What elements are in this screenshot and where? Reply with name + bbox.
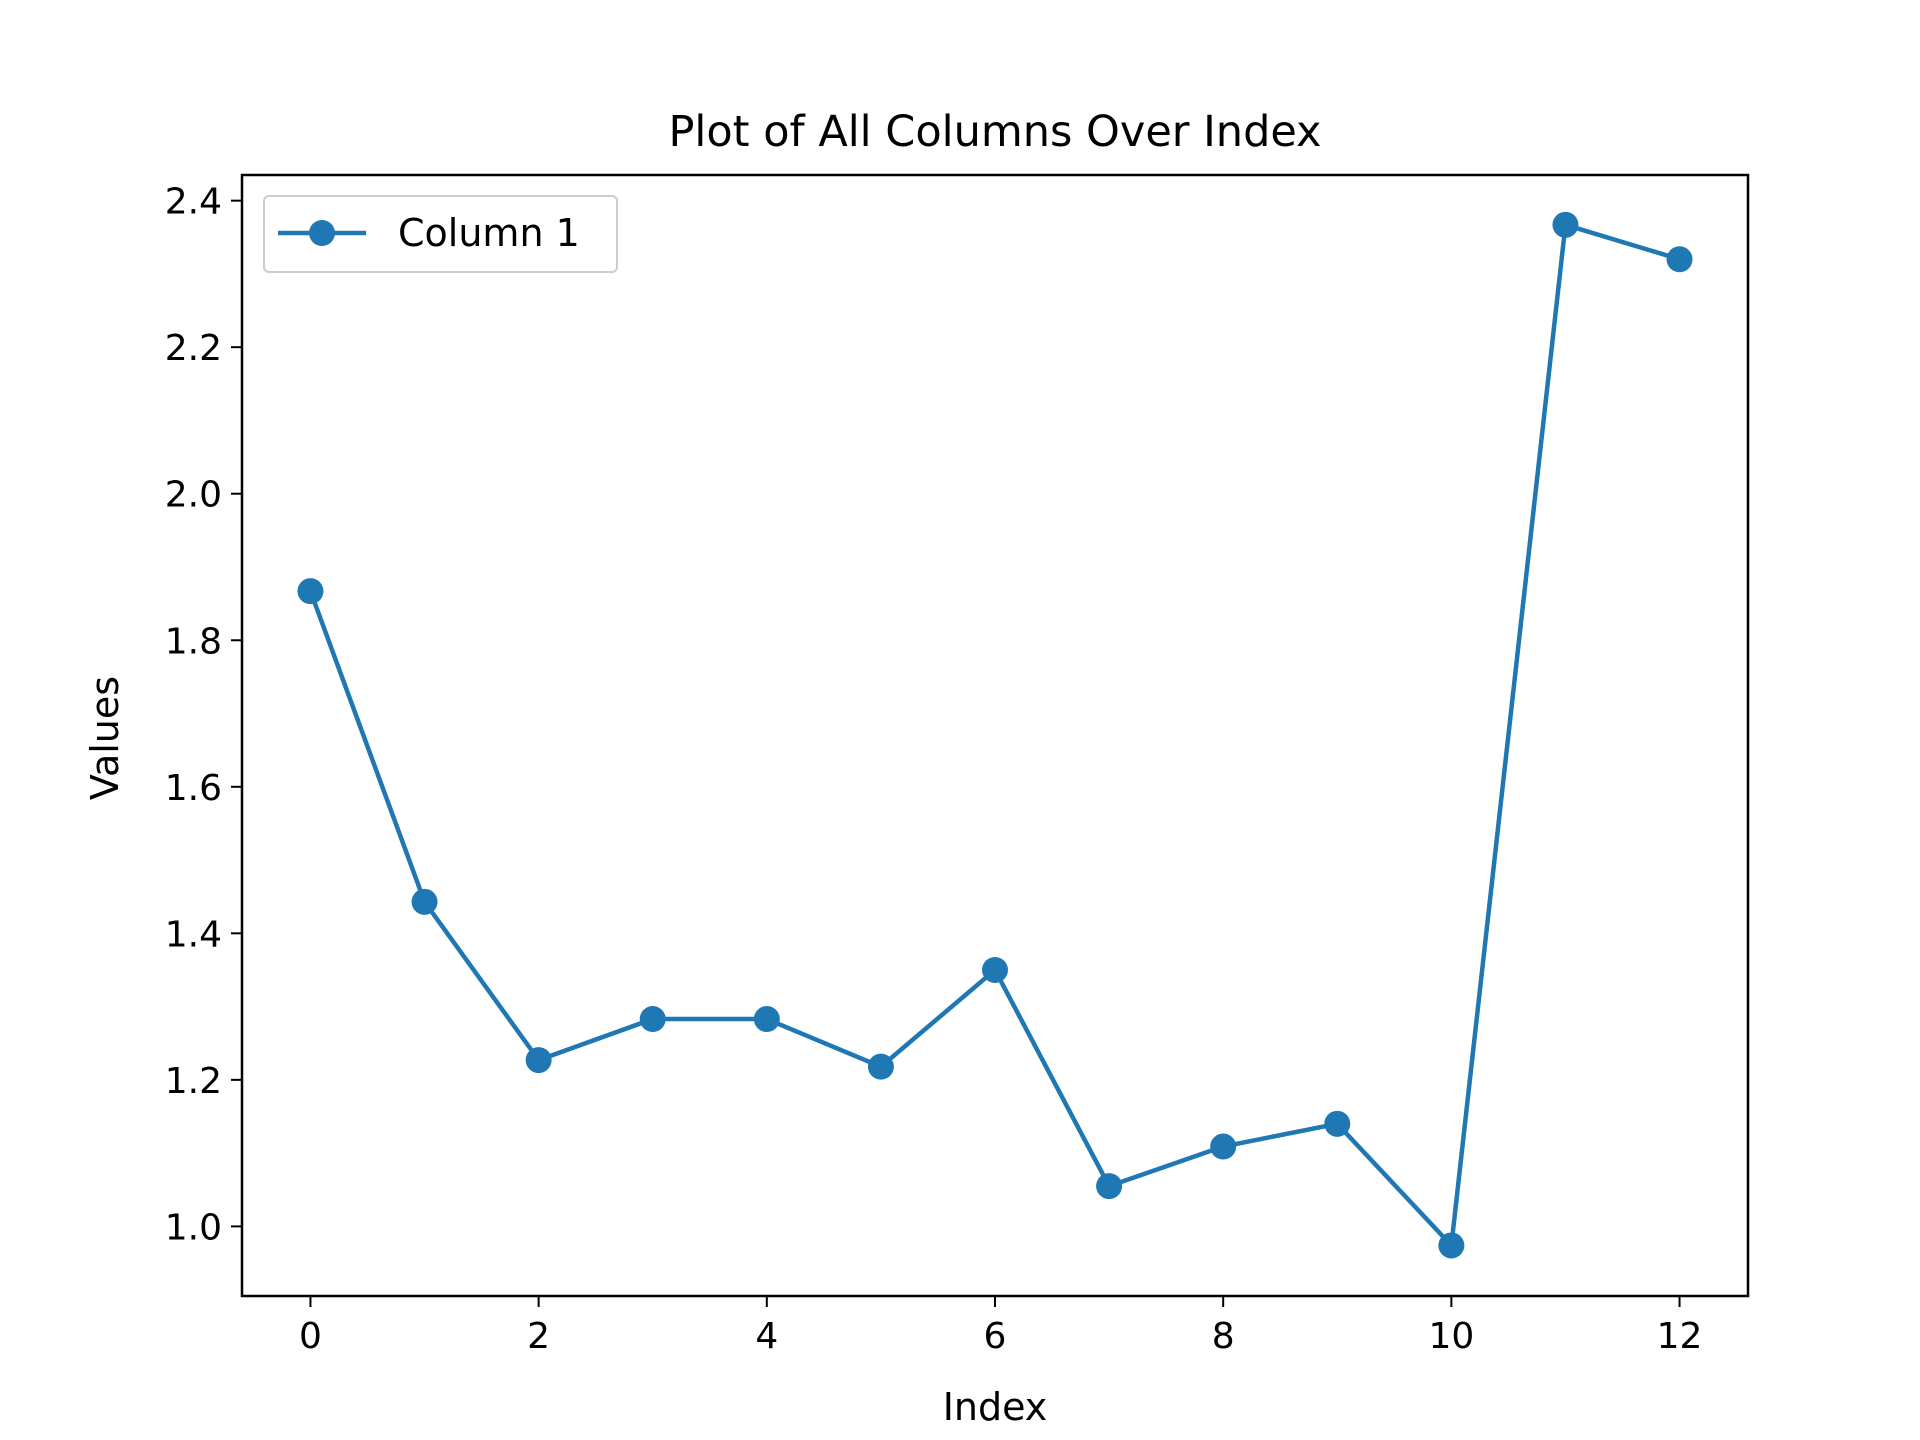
y-tick-label: 1.0	[165, 1207, 222, 1248]
plot-area	[240, 173, 1750, 1298]
data-point	[1438, 1232, 1465, 1259]
series-layer	[297, 211, 1693, 1259]
legend-box	[263, 195, 618, 273]
data-point	[411, 888, 438, 915]
x-axis: 0 2 4 6 8 10 12	[299, 1296, 1702, 1357]
y-axis: 1.0 1.2 1.4 1.6 1.8 2.0 2.2 2.4	[165, 182, 242, 1248]
y-tick-label: 1.8	[165, 621, 222, 662]
x-tick-label: 6	[984, 1316, 1007, 1357]
data-point	[1552, 211, 1579, 238]
y-tick-label: 1.2	[165, 1061, 222, 1102]
y-tick-label: 2.0	[165, 475, 222, 516]
x-tick-label: 10	[1428, 1316, 1474, 1357]
legend-marker-swatch	[309, 220, 335, 246]
y-tick-label: 2.2	[165, 328, 222, 369]
x-tick-label: 2	[527, 1316, 550, 1357]
data-point	[639, 1006, 666, 1033]
legend-label-column-1: Column 1	[398, 211, 580, 255]
x-tick-label: 12	[1657, 1316, 1703, 1357]
x-tick-label: 8	[1212, 1316, 1235, 1357]
data-point	[867, 1053, 894, 1080]
y-axis-label: Values	[83, 676, 127, 800]
data-point	[1666, 246, 1693, 273]
x-tick-label: 0	[299, 1316, 322, 1357]
data-point	[1324, 1110, 1351, 1137]
chart-title: Plot of All Columns Over Index	[668, 107, 1321, 157]
plot-frame	[240, 173, 1750, 1298]
data-point	[982, 956, 1008, 983]
x-axis-label: Index	[943, 1385, 1048, 1429]
legend: Column 1	[263, 195, 618, 273]
x-tick-label: 4	[755, 1316, 778, 1357]
y-tick-label: 1.6	[165, 768, 222, 809]
y-tick-label: 2.4	[165, 182, 222, 223]
y-tick-label: 1.4	[165, 914, 222, 955]
data-point	[297, 578, 324, 605]
data-point	[1096, 1173, 1123, 1200]
data-point	[1210, 1133, 1237, 1160]
data-point	[525, 1047, 552, 1074]
data-point	[753, 1006, 780, 1033]
